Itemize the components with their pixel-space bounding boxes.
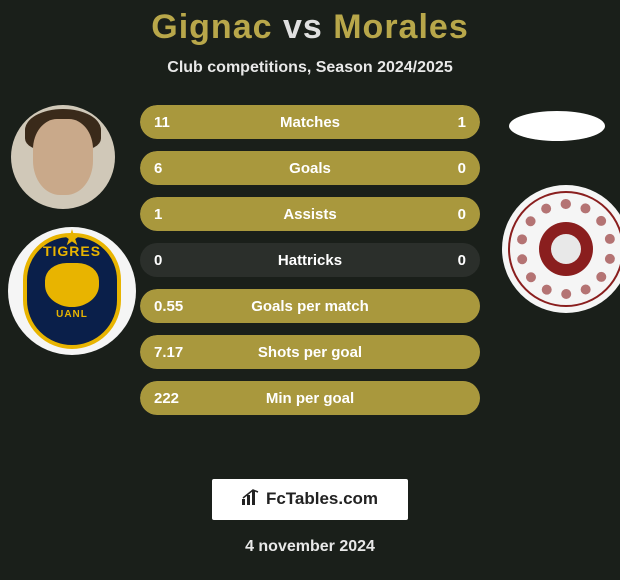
stats-container: 11Matches16Goals01Assists00Hattricks00.5… [140,105,480,427]
chart-icon [242,489,260,510]
stat-value-right: 0 [458,206,466,223]
stat-value-right: 1 [458,114,466,131]
header: Gignac vs Morales Club competitions, Sea… [0,0,620,77]
subtitle: Club competitions, Season 2024/2025 [0,59,620,77]
title-vs: vs [273,8,334,46]
page-title: Gignac vs Morales [0,8,620,47]
player1-club-logo: ★ TIGRES UANL [8,227,136,355]
player1-avatar [11,105,115,209]
player2-club-logo [502,185,620,313]
stat-label: Shots per goal [140,344,480,361]
left-column: ★ TIGRES UANL [8,105,118,355]
stat-label: Assists [140,206,480,223]
stat-label: Goals [140,160,480,177]
footer: FcTables.com 4 november 2024 [0,479,620,556]
stat-row: 1Assists0 [140,197,480,231]
star-icon: ★ [62,225,82,251]
stat-value-right: 0 [458,252,466,269]
stat-row: 11Matches1 [140,105,480,139]
title-player1: Gignac [151,8,272,46]
stat-row: 0Hattricks0 [140,243,480,277]
content: ★ TIGRES UANL 11Matches16Goals01Assists0… [0,105,620,445]
stat-label: Goals per match [140,298,480,315]
brand-box: FcTables.com [212,479,408,520]
stat-row: 7.17Shots per goal [140,335,480,369]
stat-value-right: 0 [458,160,466,177]
brand-text: FcTables.com [266,489,378,508]
player2-avatar [509,111,605,141]
stat-row: 6Goals0 [140,151,480,185]
stat-label: Min per goal [140,390,480,407]
stat-label: Hattricks [140,252,480,269]
tigres-sub: UANL [56,309,88,320]
stat-row: 222Min per goal [140,381,480,415]
right-column [502,105,612,313]
stat-label: Matches [140,114,480,131]
title-player2: Morales [333,8,469,46]
stat-row: 0.55Goals per match [140,289,480,323]
footer-date: 4 november 2024 [0,538,620,556]
